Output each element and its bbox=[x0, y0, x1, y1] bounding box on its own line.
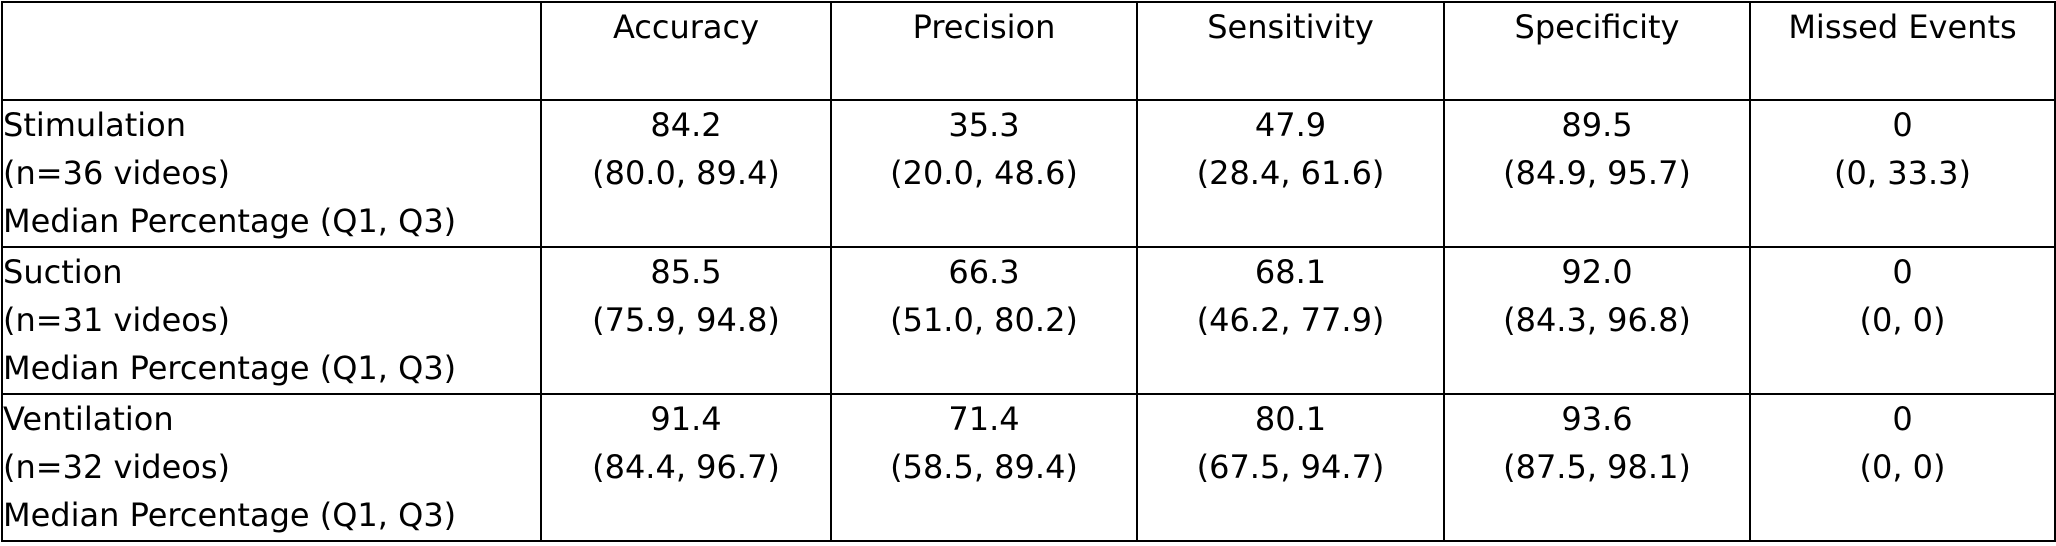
row-label-title: Suction bbox=[3, 253, 123, 291]
median-value: 66.3 bbox=[948, 253, 1020, 291]
row-label-cell: Suction (n=31 videos) Median Percentage … bbox=[1, 246, 542, 395]
table-row-suction: Suction (n=31 videos) Median Percentage … bbox=[1, 246, 2056, 395]
median-value: 47.9 bbox=[1254, 106, 1327, 144]
row-label-cell: Ventilation (n=32 videos) Median Percent… bbox=[1, 393, 542, 542]
quartile-range: (0, 0) bbox=[1859, 448, 1946, 486]
row-label-count: (n=36 videos) bbox=[3, 154, 231, 192]
row-label-title: Stimulation bbox=[3, 106, 186, 144]
missed-events-cell: 0 (0, 0) bbox=[1749, 393, 2056, 542]
missed-events-cell: 0 (0, 33.3) bbox=[1749, 99, 2056, 248]
row-label-cell: Stimulation (n=36 videos) Median Percent… bbox=[1, 99, 542, 248]
accuracy-cell: 84.2 (80.0, 89.4) bbox=[540, 99, 832, 248]
header-cell-specificity: Specificity bbox=[1443, 1, 1751, 101]
header-cell-accuracy: Accuracy bbox=[540, 1, 832, 101]
specificity-cell: 89.5 (84.9, 95.7) bbox=[1443, 99, 1751, 248]
quartile-range: (0, 33.3) bbox=[1834, 154, 1971, 192]
precision-cell: 71.4 (58.5, 89.4) bbox=[830, 393, 1138, 542]
quartile-range: (20.0, 48.6) bbox=[890, 154, 1078, 192]
quartile-range: (84.4, 96.7) bbox=[592, 448, 780, 486]
table-row-stimulation: Stimulation (n=36 videos) Median Percent… bbox=[1, 99, 2056, 248]
quartile-range: (58.5, 89.4) bbox=[890, 448, 1078, 486]
header-cell-empty bbox=[1, 1, 542, 101]
median-value: 80.1 bbox=[1254, 400, 1327, 438]
median-value: 85.5 bbox=[650, 253, 722, 291]
table-row-ventilation: Ventilation (n=32 videos) Median Percent… bbox=[1, 393, 2056, 542]
median-value: 68.1 bbox=[1254, 253, 1327, 291]
median-value: 91.4 bbox=[650, 400, 722, 438]
row-label-stat-description: Median Percentage (Q1, Q3) bbox=[3, 496, 457, 534]
table-header-row: Accuracy Precision Sensitivity Specifici… bbox=[1, 1, 2056, 101]
specificity-cell: 92.0 (84.3, 96.8) bbox=[1443, 246, 1751, 395]
quartile-range: (0, 0) bbox=[1859, 301, 1946, 339]
sensitivity-cell: 68.1 (46.2, 77.9) bbox=[1136, 246, 1445, 395]
quartile-range: (84.9, 95.7) bbox=[1503, 154, 1691, 192]
row-label-count: (n=32 videos) bbox=[3, 448, 231, 486]
quartile-range: (51.0, 80.2) bbox=[890, 301, 1078, 339]
median-value: 0 bbox=[1892, 253, 1913, 291]
sensitivity-cell: 47.9 (28.4, 61.6) bbox=[1136, 99, 1445, 248]
sensitivity-cell: 80.1 (67.5, 94.7) bbox=[1136, 393, 1445, 542]
row-label-count: (n=31 videos) bbox=[3, 301, 231, 339]
row-label-stat-description: Median Percentage (Q1, Q3) bbox=[3, 202, 457, 240]
header-cell-missed-events: Missed Events bbox=[1749, 1, 2056, 101]
row-label-title: Ventilation bbox=[3, 400, 174, 438]
header-cell-precision: Precision bbox=[830, 1, 1138, 101]
median-value: 35.3 bbox=[948, 106, 1020, 144]
quartile-range: (87.5, 98.1) bbox=[1503, 448, 1691, 486]
missed-events-cell: 0 (0, 0) bbox=[1749, 246, 2056, 395]
median-value: 84.2 bbox=[650, 106, 722, 144]
quartile-range: (84.3, 96.8) bbox=[1503, 301, 1691, 339]
median-value: 89.5 bbox=[1561, 106, 1633, 144]
quartile-range: (46.2, 77.9) bbox=[1196, 301, 1385, 339]
accuracy-cell: 91.4 (84.4, 96.7) bbox=[540, 393, 832, 542]
quartile-range: (80.0, 89.4) bbox=[592, 154, 780, 192]
median-value: 0 bbox=[1892, 400, 1913, 438]
quartile-range: (75.9, 94.8) bbox=[592, 301, 780, 339]
median-value: 71.4 bbox=[948, 400, 1020, 438]
header-cell-sensitivity: Sensitivity bbox=[1136, 1, 1445, 101]
precision-cell: 66.3 (51.0, 80.2) bbox=[830, 246, 1138, 395]
accuracy-cell: 85.5 (75.9, 94.8) bbox=[540, 246, 832, 395]
row-label-stat-description: Median Percentage (Q1, Q3) bbox=[3, 349, 457, 387]
median-value: 92.0 bbox=[1561, 253, 1633, 291]
quartile-range: (67.5, 94.7) bbox=[1196, 448, 1385, 486]
median-value: 93.6 bbox=[1561, 400, 1633, 438]
quartile-range: (28.4, 61.6) bbox=[1196, 154, 1385, 192]
specificity-cell: 93.6 (87.5, 98.1) bbox=[1443, 393, 1751, 542]
median-value: 0 bbox=[1892, 106, 1913, 144]
precision-cell: 35.3 (20.0, 48.6) bbox=[830, 99, 1138, 248]
